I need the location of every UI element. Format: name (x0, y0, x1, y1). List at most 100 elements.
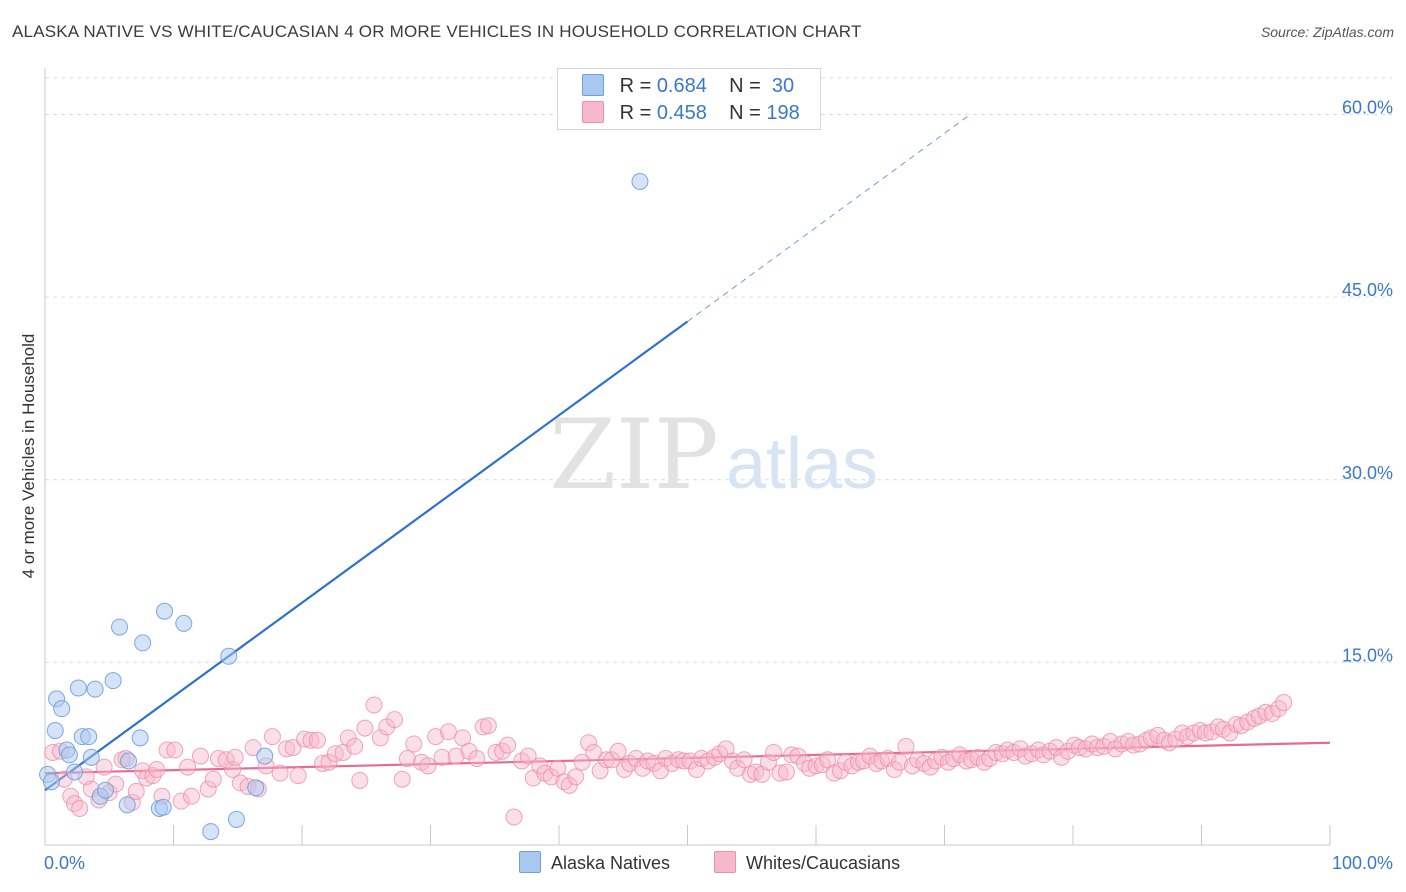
whites-points (44, 694, 1293, 826)
whites-point (148, 761, 166, 779)
whites-point (675, 752, 693, 770)
whites-point (1052, 748, 1070, 766)
r-value: 0.684 (656, 75, 707, 97)
whites-point (346, 737, 364, 755)
whites-point (1070, 739, 1088, 757)
whites-point (505, 808, 523, 826)
whites-point (891, 753, 909, 771)
legend-item-whites[interactable]: Whites/Caucasians (714, 851, 900, 874)
alaska-point (154, 798, 172, 816)
watermark: ZIP atlas (549, 399, 878, 511)
whites-point (759, 753, 777, 771)
whites-point (204, 770, 222, 788)
alaska-point (156, 602, 174, 620)
alaska-point (118, 796, 136, 814)
whites-point (351, 771, 369, 789)
whites-point (320, 753, 338, 771)
x-tick-label: 0.0% (44, 853, 85, 873)
whites-point (371, 729, 389, 747)
whites-point (765, 743, 783, 761)
whites-point (263, 728, 281, 746)
whites-point (591, 762, 609, 780)
whites-point (398, 750, 416, 768)
alaska-point (220, 647, 238, 665)
source-label: Source: ZipAtlas.com (1260, 24, 1394, 40)
axes (44, 68, 1331, 846)
whites-point (296, 730, 314, 748)
whites-point (71, 799, 89, 817)
y-tick-label: 60.0% (1342, 98, 1393, 118)
whites-point (1275, 694, 1293, 712)
whites-point (127, 782, 145, 800)
alaska-point (134, 634, 152, 652)
r-value: 0.458 (656, 102, 707, 124)
alaska-swatch (582, 74, 604, 96)
whites-point (998, 741, 1016, 759)
whites-point (573, 753, 591, 771)
whites-point (427, 728, 445, 746)
whites-point (66, 795, 84, 813)
whites-point (393, 770, 411, 788)
alaska-trend-line (44, 320, 689, 792)
watermark-zip: ZIP (549, 399, 718, 511)
alaska-point (46, 722, 64, 740)
whites-point (499, 736, 517, 754)
legend-label: Whites/Caucasians (746, 853, 901, 873)
whites-point (560, 776, 578, 794)
n-label: N = (729, 102, 761, 124)
whites-point (580, 734, 598, 752)
legend-item-alaska[interactable]: Alaska Natives (519, 851, 670, 874)
alaska-point (227, 810, 245, 828)
whites-point (567, 768, 585, 786)
whites-point (609, 742, 627, 760)
alaska-point (202, 823, 220, 841)
whites-point (693, 750, 711, 768)
stats-row-whites: R = 0.458 N = 198 (582, 101, 800, 127)
alaska-point (96, 781, 114, 799)
y-axis-label: 4 or more Vehicles in Household (19, 334, 38, 579)
x-tick-label: 100.0% (1332, 853, 1393, 873)
alaska-point (256, 747, 274, 765)
whites-point (271, 764, 289, 782)
whites-point (468, 750, 486, 768)
whites-point (244, 739, 262, 757)
whites-point (179, 758, 197, 776)
whites-point (308, 731, 326, 749)
alaska-point (80, 728, 98, 746)
whites-point (284, 739, 302, 757)
y-tick-label: 15.0% (1342, 645, 1393, 665)
whites-point (813, 756, 831, 774)
whites-point (735, 751, 753, 769)
whites-point (639, 752, 657, 770)
whites-point (386, 711, 404, 729)
whites-point (302, 731, 320, 749)
n-value: 30 (771, 75, 795, 97)
whites-point (474, 718, 492, 736)
whites-point (1124, 736, 1142, 754)
y-tick-label: 30.0% (1342, 463, 1393, 483)
whites-legend-swatch (714, 851, 736, 873)
whites-point (447, 747, 465, 765)
whites-point (289, 767, 307, 785)
watermark-atlas: atlas (726, 424, 878, 504)
whites-point (585, 743, 603, 761)
alaska-point (104, 672, 122, 690)
alaska-point (86, 680, 104, 698)
r-label: R = (619, 75, 652, 97)
whites-point (771, 764, 789, 782)
alaska-point (175, 614, 193, 632)
whites-point (897, 737, 915, 755)
whites-point (873, 752, 891, 770)
tick-labels: 15.0% 30.0% 45.0% 60.0% 0.0% 100.0% (44, 98, 1393, 873)
alaska-point (247, 779, 265, 797)
grid-lines (45, 77, 1392, 663)
whites-point (182, 787, 200, 805)
whites-point (687, 761, 705, 779)
whites-point (356, 719, 374, 737)
alaska-point (42, 773, 60, 791)
whites-point (439, 723, 457, 741)
whites-point (542, 768, 560, 786)
whites-point (339, 729, 357, 747)
whites-point (191, 747, 209, 765)
